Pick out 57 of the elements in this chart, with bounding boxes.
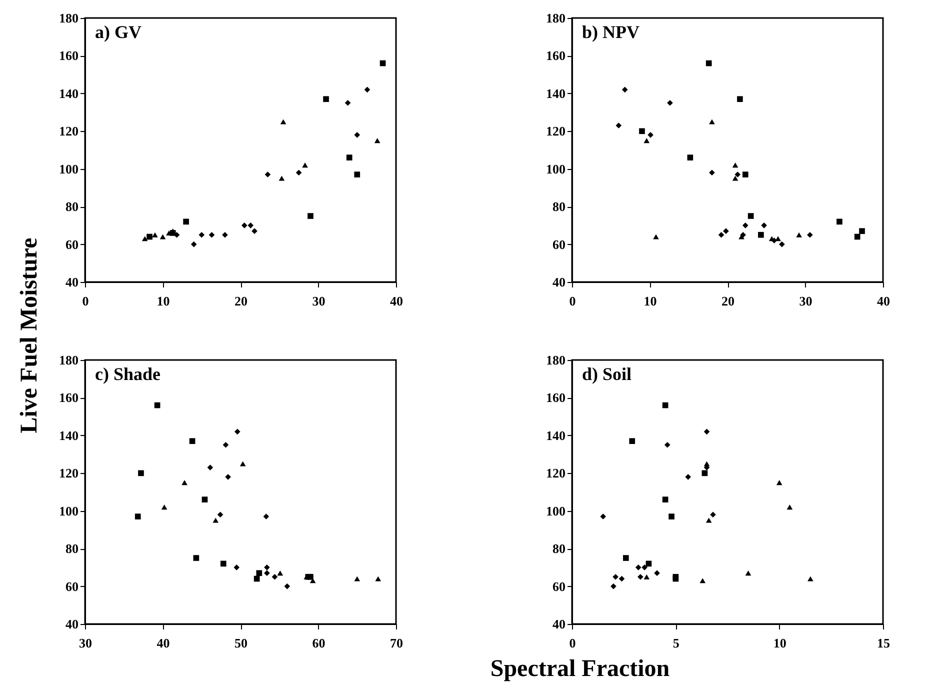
chart-title: d) Soil bbox=[582, 364, 632, 384]
y-tick-label: 100 bbox=[59, 503, 78, 518]
y-tick-label: 80 bbox=[66, 541, 78, 556]
y-tick-label: 40 bbox=[66, 616, 78, 632]
x-tick-label: 30 bbox=[79, 636, 92, 650]
x-tick-label: 0 bbox=[82, 294, 89, 308]
x-axis-title: Spectral Fraction bbox=[489, 656, 671, 683]
y-tick-label: 80 bbox=[66, 199, 78, 214]
y-tick-label: 160 bbox=[59, 48, 78, 64]
y-tick-label: 160 bbox=[546, 390, 566, 406]
chart-title: c) Shade bbox=[95, 364, 161, 384]
x-tick-label: 40 bbox=[390, 294, 403, 308]
y-tick-label: 140 bbox=[59, 428, 78, 443]
y-tick-label: 180 bbox=[546, 352, 566, 368]
x-tick-label: 30 bbox=[799, 294, 812, 308]
y-tick-label: 120 bbox=[59, 124, 78, 139]
x-tick-label: 30 bbox=[312, 294, 326, 308]
y-tick-label: 100 bbox=[546, 161, 566, 176]
y-tick-label: 120 bbox=[546, 466, 566, 481]
y-tick-label: 60 bbox=[66, 236, 78, 252]
chart-title: a) GV bbox=[95, 22, 142, 42]
y-tick-label: 100 bbox=[59, 161, 78, 176]
y-tick-label: 40 bbox=[552, 274, 566, 290]
x-tick-label: 10 bbox=[156, 294, 170, 308]
y-tick-label: 140 bbox=[59, 86, 78, 101]
x-tick-label: 0 bbox=[569, 636, 576, 650]
y-tick-label: 40 bbox=[66, 274, 78, 290]
x-tick-label: 70 bbox=[390, 636, 403, 650]
y-tick-label: 60 bbox=[552, 236, 566, 252]
y-tick-label: 160 bbox=[59, 390, 78, 406]
y-tick-label: 120 bbox=[59, 466, 78, 481]
y-tick-label: 160 bbox=[546, 48, 566, 64]
x-tick-label: 60 bbox=[312, 636, 326, 650]
y-tick-label: 60 bbox=[66, 578, 78, 594]
x-tick-label: 15 bbox=[877, 636, 890, 650]
x-tick-label: 5 bbox=[672, 636, 680, 650]
x-tick-label: 10 bbox=[644, 294, 657, 308]
y-tick-label: 180 bbox=[59, 352, 78, 368]
x-tick-label: 20 bbox=[234, 294, 248, 308]
y-tick-label: 100 bbox=[546, 503, 566, 518]
y-tick-label: 180 bbox=[59, 10, 78, 26]
y-tick-label: 180 bbox=[546, 10, 566, 26]
y-tick-label: 80 bbox=[552, 199, 566, 214]
y-tick-label: 140 bbox=[546, 86, 566, 101]
x-tick-label: 50 bbox=[234, 636, 248, 650]
x-tick-label: 40 bbox=[877, 294, 890, 308]
y-tick-label: 40 bbox=[552, 616, 566, 632]
x-tick-label: 10 bbox=[773, 636, 786, 650]
x-tick-label: 40 bbox=[156, 636, 170, 650]
y-axis-title: Live Fuel Moisture bbox=[16, 236, 44, 436]
y-tick-label: 80 bbox=[552, 541, 566, 556]
y-tick-label: 120 bbox=[546, 124, 566, 139]
x-tick-label: 0 bbox=[569, 294, 576, 308]
chart-title: b) NPV bbox=[582, 22, 640, 42]
y-tick-label: 60 bbox=[552, 578, 566, 594]
y-tick-label: 140 bbox=[546, 428, 566, 443]
x-tick-label: 20 bbox=[722, 294, 734, 308]
